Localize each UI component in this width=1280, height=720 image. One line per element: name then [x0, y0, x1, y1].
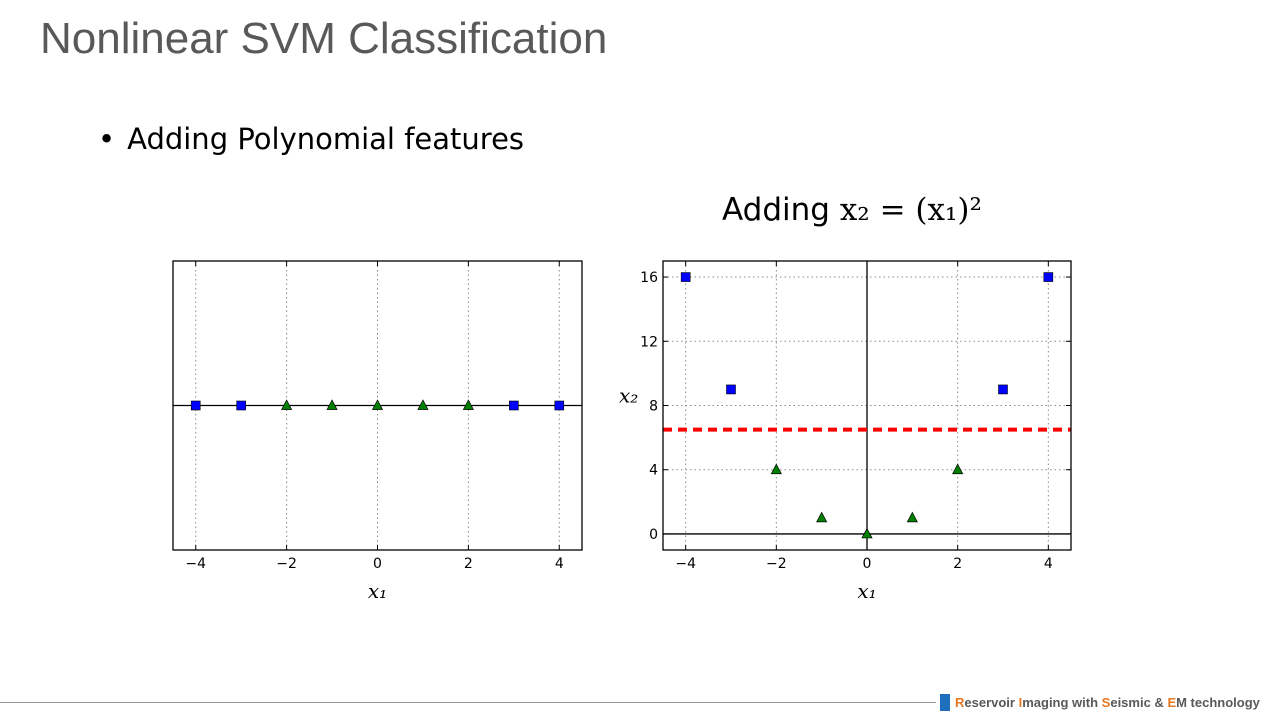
triangle-point [326, 399, 338, 410]
x-tick-label: 0 [863, 556, 872, 572]
triangle-point [816, 511, 828, 523]
footer-text-segment: eismic & [1110, 695, 1168, 710]
bullet-item: • Adding Polynomial features [98, 122, 524, 156]
caption-prefix: Adding [722, 192, 840, 228]
y-tick-label: 0 [649, 527, 658, 543]
footer-text-segment: maging with [1022, 695, 1102, 710]
x-axis-label: x₁ [857, 579, 876, 603]
square-point [726, 384, 736, 395]
square-point [680, 272, 691, 282]
caption-formula: x₂ = (x₁)² [839, 192, 982, 228]
footer-divider [0, 702, 936, 703]
triangle-point [462, 399, 474, 410]
footer-text: Reservoir Imaging with Seismic & EM tech… [955, 695, 1260, 710]
footer-accent-letter: I [1018, 695, 1023, 710]
x-tick-label: 0 [373, 556, 382, 572]
slide-title: Nonlinear SVM Classification [40, 14, 608, 63]
bullet-text: Adding Polynomial features [127, 122, 525, 156]
footer-text-segment: M technology [1176, 695, 1260, 710]
footer-text-segment: eservoir [964, 695, 1019, 710]
triangle-point [861, 527, 873, 539]
x-tick-label: 2 [464, 556, 473, 572]
x-tick-label: −2 [276, 556, 297, 572]
y-tick-label: 16 [640, 270, 658, 286]
square-point [190, 400, 201, 411]
chart-caption: Adding x₂ = (x₁)² [722, 192, 982, 228]
square-point [236, 400, 246, 411]
y-tick-label: 12 [640, 334, 658, 350]
triangle-point [952, 463, 964, 475]
triangle-point [417, 399, 429, 410]
x-tick-label: −4 [185, 556, 206, 572]
footer-accent-letter: S [1101, 695, 1111, 710]
right-scatter-chart: −4 −2 0 2 4 0 4 8 12 16 x₁ x₂ [619, 260, 1072, 603]
footer-logo-mark [940, 694, 950, 711]
y-tick-label: 4 [649, 463, 658, 479]
x-tick-label: 2 [953, 556, 962, 572]
x-tick-label: 4 [1044, 556, 1053, 572]
x-tick-label: 4 [555, 556, 564, 572]
triangle-point [770, 463, 782, 475]
footer-accent-letter: E [1167, 695, 1177, 710]
square-point [509, 400, 519, 411]
y-tick-label: 8 [649, 399, 658, 415]
x-tick-label: −2 [766, 556, 787, 572]
square-point [1043, 272, 1054, 282]
x-axis-label: x₁ [368, 579, 387, 603]
x-tick-label: −4 [675, 556, 696, 572]
y-axis-label: x₂ [619, 384, 638, 408]
triangle-point [906, 511, 918, 523]
bullet-dot-icon: • [98, 122, 116, 156]
triangle-point [371, 399, 384, 410]
square-point [998, 384, 1008, 395]
triangle-point [281, 399, 293, 410]
footer-accent-letter: R [955, 695, 965, 710]
square-point [554, 400, 565, 411]
left-scatter-chart: −4 −2 0 2 4 x₁ [172, 260, 583, 603]
